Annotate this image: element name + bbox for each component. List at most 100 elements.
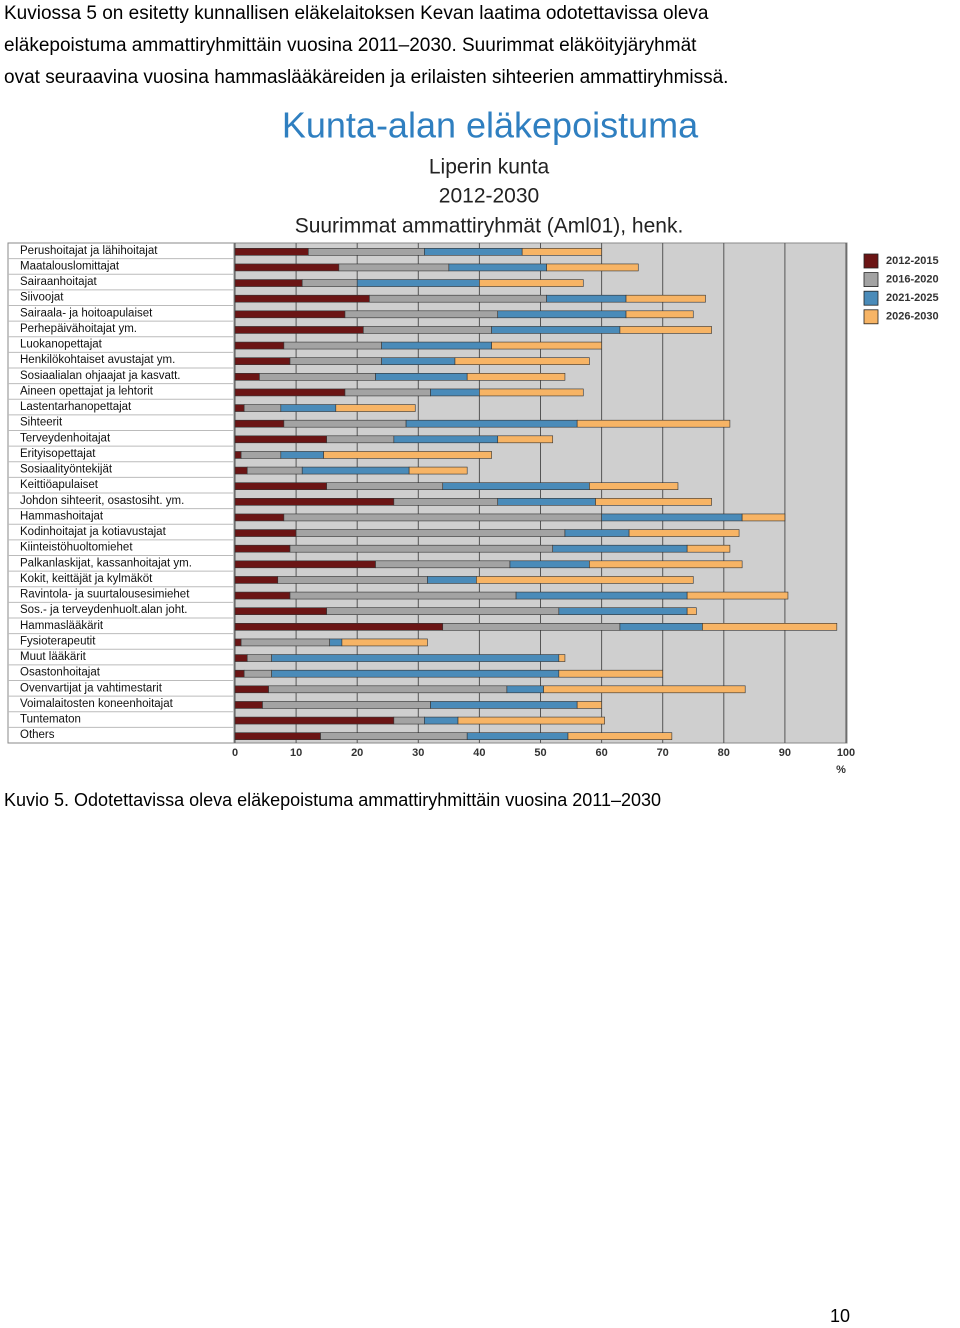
chart-subtitle: 2012-2030	[439, 185, 539, 208]
bar-segment	[564, 529, 630, 537]
bar-segment	[375, 560, 511, 569]
y-tick-label: Kokit, keittäjät ja kylmäköt	[20, 573, 153, 585]
bar-segment	[234, 701, 263, 709]
bar-segment	[576, 419, 731, 428]
paragraph-line: Kuviossa 5 on esitetty kunnallisen eläke…	[4, 3, 709, 24]
bar-segment	[234, 341, 285, 350]
y-tick-label: Sosiaalityöntekijät	[20, 464, 113, 476]
bar-segment	[442, 623, 621, 631]
bar-segment	[393, 716, 425, 725]
y-tick-label: Hammaslääkärit	[20, 620, 104, 632]
bar-segment	[280, 451, 324, 459]
bar-segment	[234, 576, 279, 584]
bar-segment	[430, 701, 578, 709]
bar-segment	[234, 310, 346, 319]
bar-segment	[448, 263, 547, 272]
bar-segment	[625, 310, 694, 319]
legend-swatch	[863, 309, 879, 325]
bar-segment	[234, 248, 309, 256]
bar-segment	[234, 732, 321, 740]
y-tick-label: Sosiaalialan ohjaajat ja kasvatt.	[20, 370, 180, 382]
bar-segment	[509, 560, 590, 569]
bar-segment	[234, 419, 285, 428]
y-tick-label: Sos.- ja terveydenhuolt.alan joht.	[20, 604, 188, 616]
bar-segment	[454, 357, 590, 365]
paragraph-line: eläkepoistuma ammattiryhmittäin vuosina …	[4, 35, 697, 56]
y-tick-label: Johdon sihteerit, osastosiht. ym.	[20, 495, 184, 507]
bar-segment	[234, 529, 297, 537]
bar-segment	[262, 701, 431, 709]
bar-segment	[234, 466, 248, 475]
bar-segment	[686, 544, 731, 553]
bar-segment	[326, 482, 444, 490]
x-tick-label: 90	[779, 747, 791, 759]
bar-segment	[234, 263, 340, 272]
y-tick-label: Hammashoitajat	[20, 510, 104, 522]
bar-segment	[576, 701, 602, 709]
bar-segment	[335, 404, 416, 412]
bar-segment	[466, 373, 566, 381]
y-tick-label: Perhepäivähoitajat ym.	[20, 323, 137, 335]
x-tick-label: 80	[718, 747, 730, 759]
bar-segment	[457, 716, 605, 725]
bar-segment	[497, 310, 627, 319]
bar-segment	[243, 669, 272, 678]
bar-segment	[479, 279, 584, 287]
x-tick-label: 10	[290, 747, 302, 759]
y-tick-label: Erityisopettajat	[20, 448, 96, 460]
bar-segment	[741, 513, 786, 522]
y-tick-label: Lastentarhanopettajat	[20, 401, 132, 413]
y-tick-label: Kodinhoitajat ja kotiavustajat	[20, 526, 167, 538]
y-tick-label: Ravintola- ja suurtalousesimiehet	[20, 589, 190, 601]
y-tick-label: Sairaanhoitajat	[20, 276, 98, 288]
bar-segment	[558, 669, 664, 678]
bar-segment	[308, 248, 425, 256]
y-tick-label: Voimalaitosten koneenhoitajat	[20, 698, 174, 710]
bar-segment	[246, 654, 272, 662]
bar-segment	[234, 623, 444, 631]
bar-segment	[506, 685, 544, 694]
x-tick-label: 60	[595, 747, 607, 759]
bar-segment	[543, 685, 746, 694]
bar-segment	[515, 591, 688, 600]
bar-segment	[234, 279, 303, 287]
bar-segment	[234, 607, 327, 615]
y-tick-label: Luokanopettajat	[20, 339, 103, 351]
bar-segment	[323, 451, 492, 459]
bar-segment	[289, 591, 517, 600]
bar-segment	[497, 435, 554, 444]
chart-subtitle: Suurimmat ammattiryhmät (Aml01), henk.	[295, 215, 684, 238]
bar-segment	[234, 326, 364, 334]
bar-segment	[393, 498, 499, 506]
y-tick-label: Fysioterapeutit	[20, 635, 96, 647]
bar-segment	[234, 513, 285, 522]
y-tick-label: Henkilökohtaiset avustajat ym.	[20, 354, 175, 366]
paragraph-line: ovat seuraavina vuosina hammaslääkäreide…	[4, 67, 728, 88]
bar-segment	[546, 294, 627, 303]
bar-segment	[408, 466, 468, 475]
bar-segment	[338, 263, 450, 272]
y-tick-label: Tuntematon	[20, 714, 81, 726]
caption: Kuvio 5. Odotettavissa oleva eläkepoistu…	[4, 790, 661, 810]
bar-segment	[628, 529, 740, 537]
legend-label: 2016-2020	[886, 274, 939, 286]
bar-segment	[589, 560, 743, 569]
bar-segment	[329, 638, 343, 647]
bar-segment	[326, 607, 560, 615]
bar-segment	[240, 451, 282, 459]
bar-segment	[491, 341, 602, 350]
bar-segment	[234, 560, 376, 569]
bar-segment	[686, 591, 789, 600]
bar-segment	[369, 294, 547, 303]
bar-segment	[625, 294, 706, 303]
x-tick-label: 40	[473, 747, 485, 759]
legend-swatch	[863, 253, 879, 269]
bar-segment	[466, 732, 569, 740]
bar-segment	[442, 482, 590, 490]
bar-segment	[375, 373, 468, 381]
bar-segment	[289, 357, 382, 365]
bar-segment	[546, 263, 639, 272]
y-tick-label: Keittiöapulaiset	[20, 479, 99, 491]
